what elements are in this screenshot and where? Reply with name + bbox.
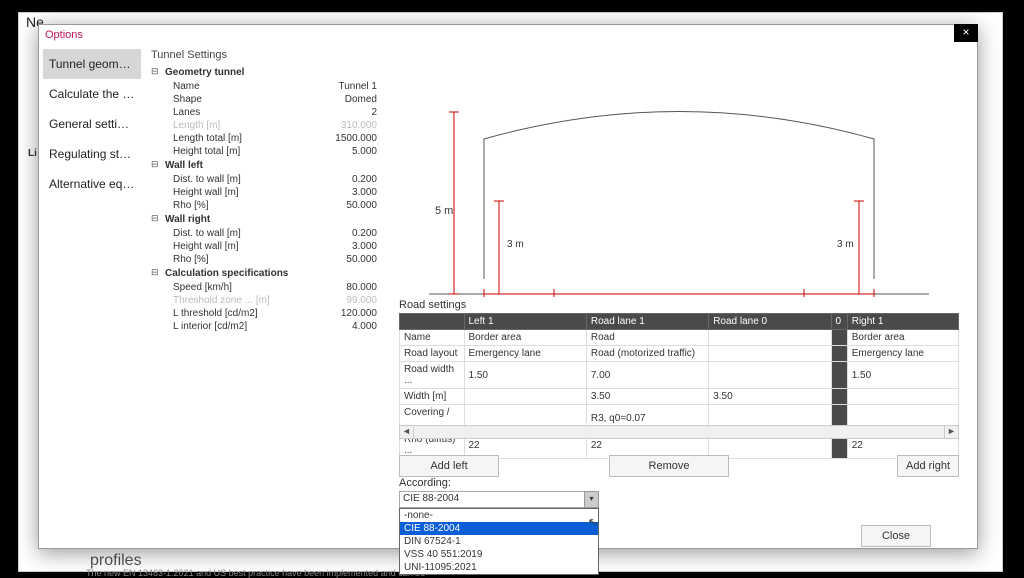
tunnel-settings-tree: Tunnel Settings Geometry tunnelNameTunne…	[151, 49, 381, 539]
tree-row[interactable]: Height wall [m]3.000	[151, 186, 381, 199]
dropdown-item[interactable]: CIE 88-2004	[400, 522, 598, 535]
according-dropdown[interactable]: -none-CIE 88-2004DIN 67524-1VSS 40 551:2…	[399, 508, 599, 575]
svg-text:3 m: 3 m	[507, 239, 524, 250]
tree-row[interactable]: L interior [cd/m2]4.000	[151, 320, 381, 333]
road-settings-title: Road settings	[399, 299, 466, 311]
options-sidebar: Tunnel geometryCalculate the cla...Gener…	[43, 49, 141, 199]
table-scrollbar[interactable]: ◄ ►	[399, 425, 959, 439]
table-row[interactable]: Width [m]3.503.50	[400, 389, 959, 405]
sidebar-item[interactable]: General settings	[43, 109, 141, 139]
close-button[interactable]: Close	[861, 525, 931, 547]
combo-chevron-icon[interactable]: ▾	[584, 491, 599, 508]
dropdown-item[interactable]: VSS 40 551:2019	[400, 548, 598, 561]
dropdown-item[interactable]: DIN 67524-1	[400, 535, 598, 548]
tree-row[interactable]: Threshold zone ... [m]99.000	[151, 294, 381, 307]
tree-row[interactable]: NameTunnel 1	[151, 80, 381, 93]
svg-text:5 m: 5 m	[435, 205, 453, 217]
tree-group[interactable]: Wall right	[151, 212, 381, 227]
tree-group[interactable]: Calculation specifications	[151, 266, 381, 281]
sidebar-item[interactable]: Calculate the cla...	[43, 79, 141, 109]
svg-text:3 m: 3 m	[837, 239, 854, 250]
table-header[interactable]: Road lane 0	[709, 314, 831, 330]
add-left-button[interactable]: Add left	[399, 455, 499, 477]
remove-button[interactable]: Remove	[609, 455, 729, 477]
tree-row[interactable]: Length [m]310.000	[151, 119, 381, 132]
according-label: According:	[399, 477, 451, 489]
sidebar-item[interactable]: Alternative equi...	[43, 169, 141, 199]
table-header[interactable]: Right 1	[847, 314, 958, 330]
tree-title: Tunnel Settings	[151, 49, 381, 61]
tree-row[interactable]: Length total [m]1500.000	[151, 132, 381, 145]
table-row[interactable]: Road layoutEmergency laneRoad (motorized…	[400, 346, 959, 362]
dropdown-item[interactable]: UNI-11095:2021	[400, 561, 598, 574]
tree-row[interactable]: Rho [%]50.000	[151, 253, 381, 266]
close-icon[interactable]: ×	[954, 24, 978, 42]
according-combo[interactable]: CIE 88-2004	[399, 491, 599, 508]
table-header[interactable]: Left 1	[464, 314, 586, 330]
table-header[interactable]: 0	[831, 314, 847, 330]
table-row[interactable]: NameBorder areaRoadBorder area	[400, 330, 959, 346]
table-header[interactable]: Road lane 1	[586, 314, 708, 330]
dropdown-item[interactable]: -none-	[400, 509, 598, 522]
add-right-button[interactable]: Add right	[897, 455, 959, 477]
tree-row[interactable]: Dist. to wall [m]0.200	[151, 227, 381, 240]
tree-row[interactable]: Height wall [m]3.000	[151, 240, 381, 253]
options-dialog: Options × Tunnel geometryCalculate the c…	[38, 24, 978, 549]
tree-group[interactable]: Geometry tunnel	[151, 65, 381, 80]
bg-note: The new EN 13463-1:2021 and US best prac…	[86, 568, 425, 578]
tree-row[interactable]: Lanes2	[151, 106, 381, 119]
scroll-left-icon[interactable]: ◄	[400, 426, 414, 438]
tree-row[interactable]: Dist. to wall [m]0.200	[151, 173, 381, 186]
tree-row[interactable]: Speed [km/h]80.000	[151, 281, 381, 294]
tree-row[interactable]: ShapeDomed	[151, 93, 381, 106]
tree-row[interactable]: L threshold [cd/m2]120.000	[151, 307, 381, 320]
dialog-title: Options	[39, 25, 977, 45]
tree-row[interactable]: Rho [%]50.000	[151, 199, 381, 212]
sidebar-item[interactable]: Regulating steps	[43, 139, 141, 169]
sidebar-item[interactable]: Tunnel geometry	[43, 49, 141, 79]
table-header[interactable]	[400, 314, 465, 330]
bg-sidebar-fragment: Li	[28, 148, 37, 159]
tree-row[interactable]: Height total [m]5.000	[151, 145, 381, 158]
scroll-right-icon[interactable]: ►	[944, 426, 958, 438]
table-row[interactable]: Road width ...1.507.001.50	[400, 362, 959, 389]
mouse-cursor: ↖	[587, 514, 599, 530]
tree-group[interactable]: Wall left	[151, 158, 381, 173]
tunnel-diagram: 5 m 3 m 3 m 1.5 m 7 m 1.5 m	[399, 49, 959, 297]
